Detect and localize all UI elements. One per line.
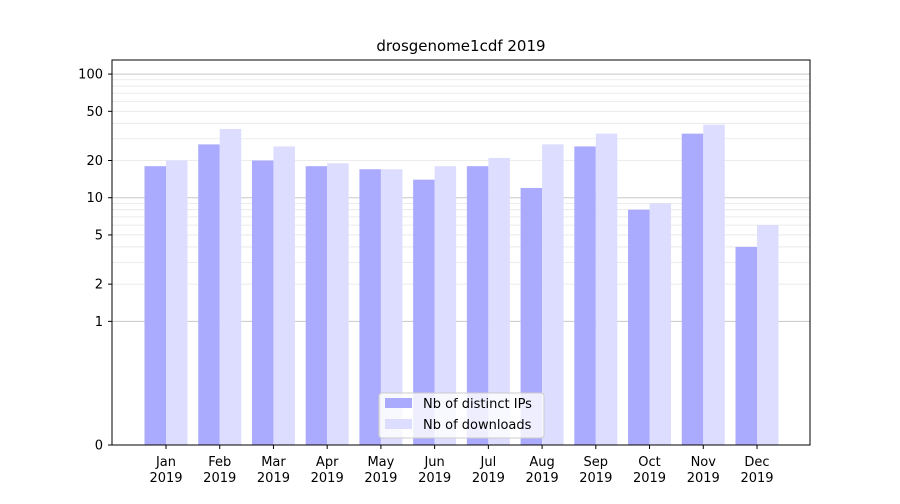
bar-distinct-ips [466, 166, 489, 445]
x-tick-label-month: Jul [480, 455, 497, 470]
bar-distinct-ips [198, 144, 220, 445]
bar-downloads [273, 146, 295, 446]
x-tick-label-year: 2019 [526, 471, 559, 486]
legend-swatch-ips [385, 398, 412, 408]
x-tick-label-month: Jan [155, 455, 176, 470]
x-tick-label-year: 2019 [687, 471, 720, 486]
plot-frame [111, 59, 811, 446]
bar-downloads [757, 225, 779, 445]
x-tick-label-year: 2019 [633, 471, 666, 486]
x-tick-label-month: Apr [316, 455, 339, 470]
y-tick-label: 50 [86, 105, 103, 120]
x-tick-label-year: 2019 [311, 471, 344, 486]
y-tick-label: 20 [86, 154, 103, 169]
x-tick-label-year: 2019 [364, 471, 397, 486]
bar-downloads [327, 163, 349, 445]
chart-title: drosgenome1cdf 2019 [376, 37, 545, 55]
x-tick-label-month: Feb [208, 455, 231, 470]
x-tick-label-month: Nov [691, 455, 717, 470]
x-tick-label-year: 2019 [149, 471, 182, 486]
x-tick-label-month: Jun [423, 455, 444, 470]
bar-distinct-ips [144, 166, 166, 445]
bar-downloads [649, 203, 672, 445]
x-tick-label-year: 2019 [740, 471, 773, 486]
x-tick-label-month: May [367, 455, 394, 470]
bar-downloads [703, 124, 725, 446]
bar-distinct-ips [520, 187, 543, 445]
x-tick-label-month: Dec [744, 455, 769, 470]
y-tick-label: 100 [78, 68, 103, 83]
bar-distinct-ips [305, 166, 328, 445]
y-tick-label: 2 [95, 278, 103, 293]
x-tick-label-year: 2019 [418, 471, 451, 486]
x-tick-label-month: Sep [584, 455, 609, 470]
bar-distinct-ips [681, 133, 704, 445]
bar-downloads [595, 133, 618, 445]
bar-distinct-ips [735, 246, 757, 445]
ticks-layer: 0125102050100Jan2019Feb2019Mar2019Apr201… [78, 68, 773, 486]
bar-downloads [434, 166, 457, 445]
bar-distinct-ips [574, 146, 596, 446]
legend-frame [378, 392, 545, 439]
y-tick-label: 0 [95, 439, 103, 454]
y-tick-label: 1 [95, 315, 103, 330]
bar-downloads [488, 157, 510, 445]
bar-distinct-ips [413, 179, 435, 445]
legend-swatch-downloads [385, 419, 412, 429]
bar-distinct-ips [359, 169, 381, 446]
x-tick-label-month: Oct [638, 455, 660, 470]
bar-downloads [219, 128, 242, 445]
x-tick-label-year: 2019 [203, 471, 236, 486]
bar-downloads [542, 144, 564, 445]
bar-distinct-ips [628, 209, 650, 445]
y-tick-label: 5 [95, 228, 103, 243]
legend: Nb of distinct IPs Nb of downloads [378, 392, 545, 439]
bar-distinct-ips [251, 160, 274, 445]
legend-label-ips: Nb of distinct IPs [423, 397, 532, 412]
x-tick-label-month: Mar [261, 455, 286, 470]
legend-label-downloads: Nb of downloads [423, 418, 532, 433]
bars-layer [144, 124, 779, 446]
x-tick-label-year: 2019 [257, 471, 290, 486]
y-tick-label: 10 [86, 191, 103, 206]
x-tick-label-year: 2019 [472, 471, 505, 486]
bar-downloads [166, 160, 188, 445]
x-tick-label-month: Aug [529, 455, 554, 470]
bar-downloads [380, 169, 403, 446]
x-tick-label-year: 2019 [579, 471, 612, 486]
